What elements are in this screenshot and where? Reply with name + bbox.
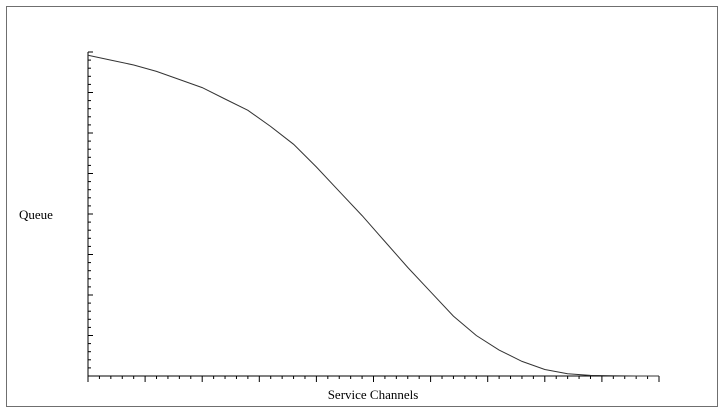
x-ticks bbox=[87, 376, 660, 382]
chart-axes bbox=[87, 52, 659, 377]
y-axis-label: Queue bbox=[19, 207, 53, 222]
chart-frame: Queue Service Channels bbox=[6, 6, 718, 407]
x-axis-label: Service Channels bbox=[328, 387, 419, 402]
y-ticks bbox=[88, 51, 93, 377]
line-chart: Queue Service Channels bbox=[19, 51, 660, 402]
series-line bbox=[87, 54, 659, 377]
